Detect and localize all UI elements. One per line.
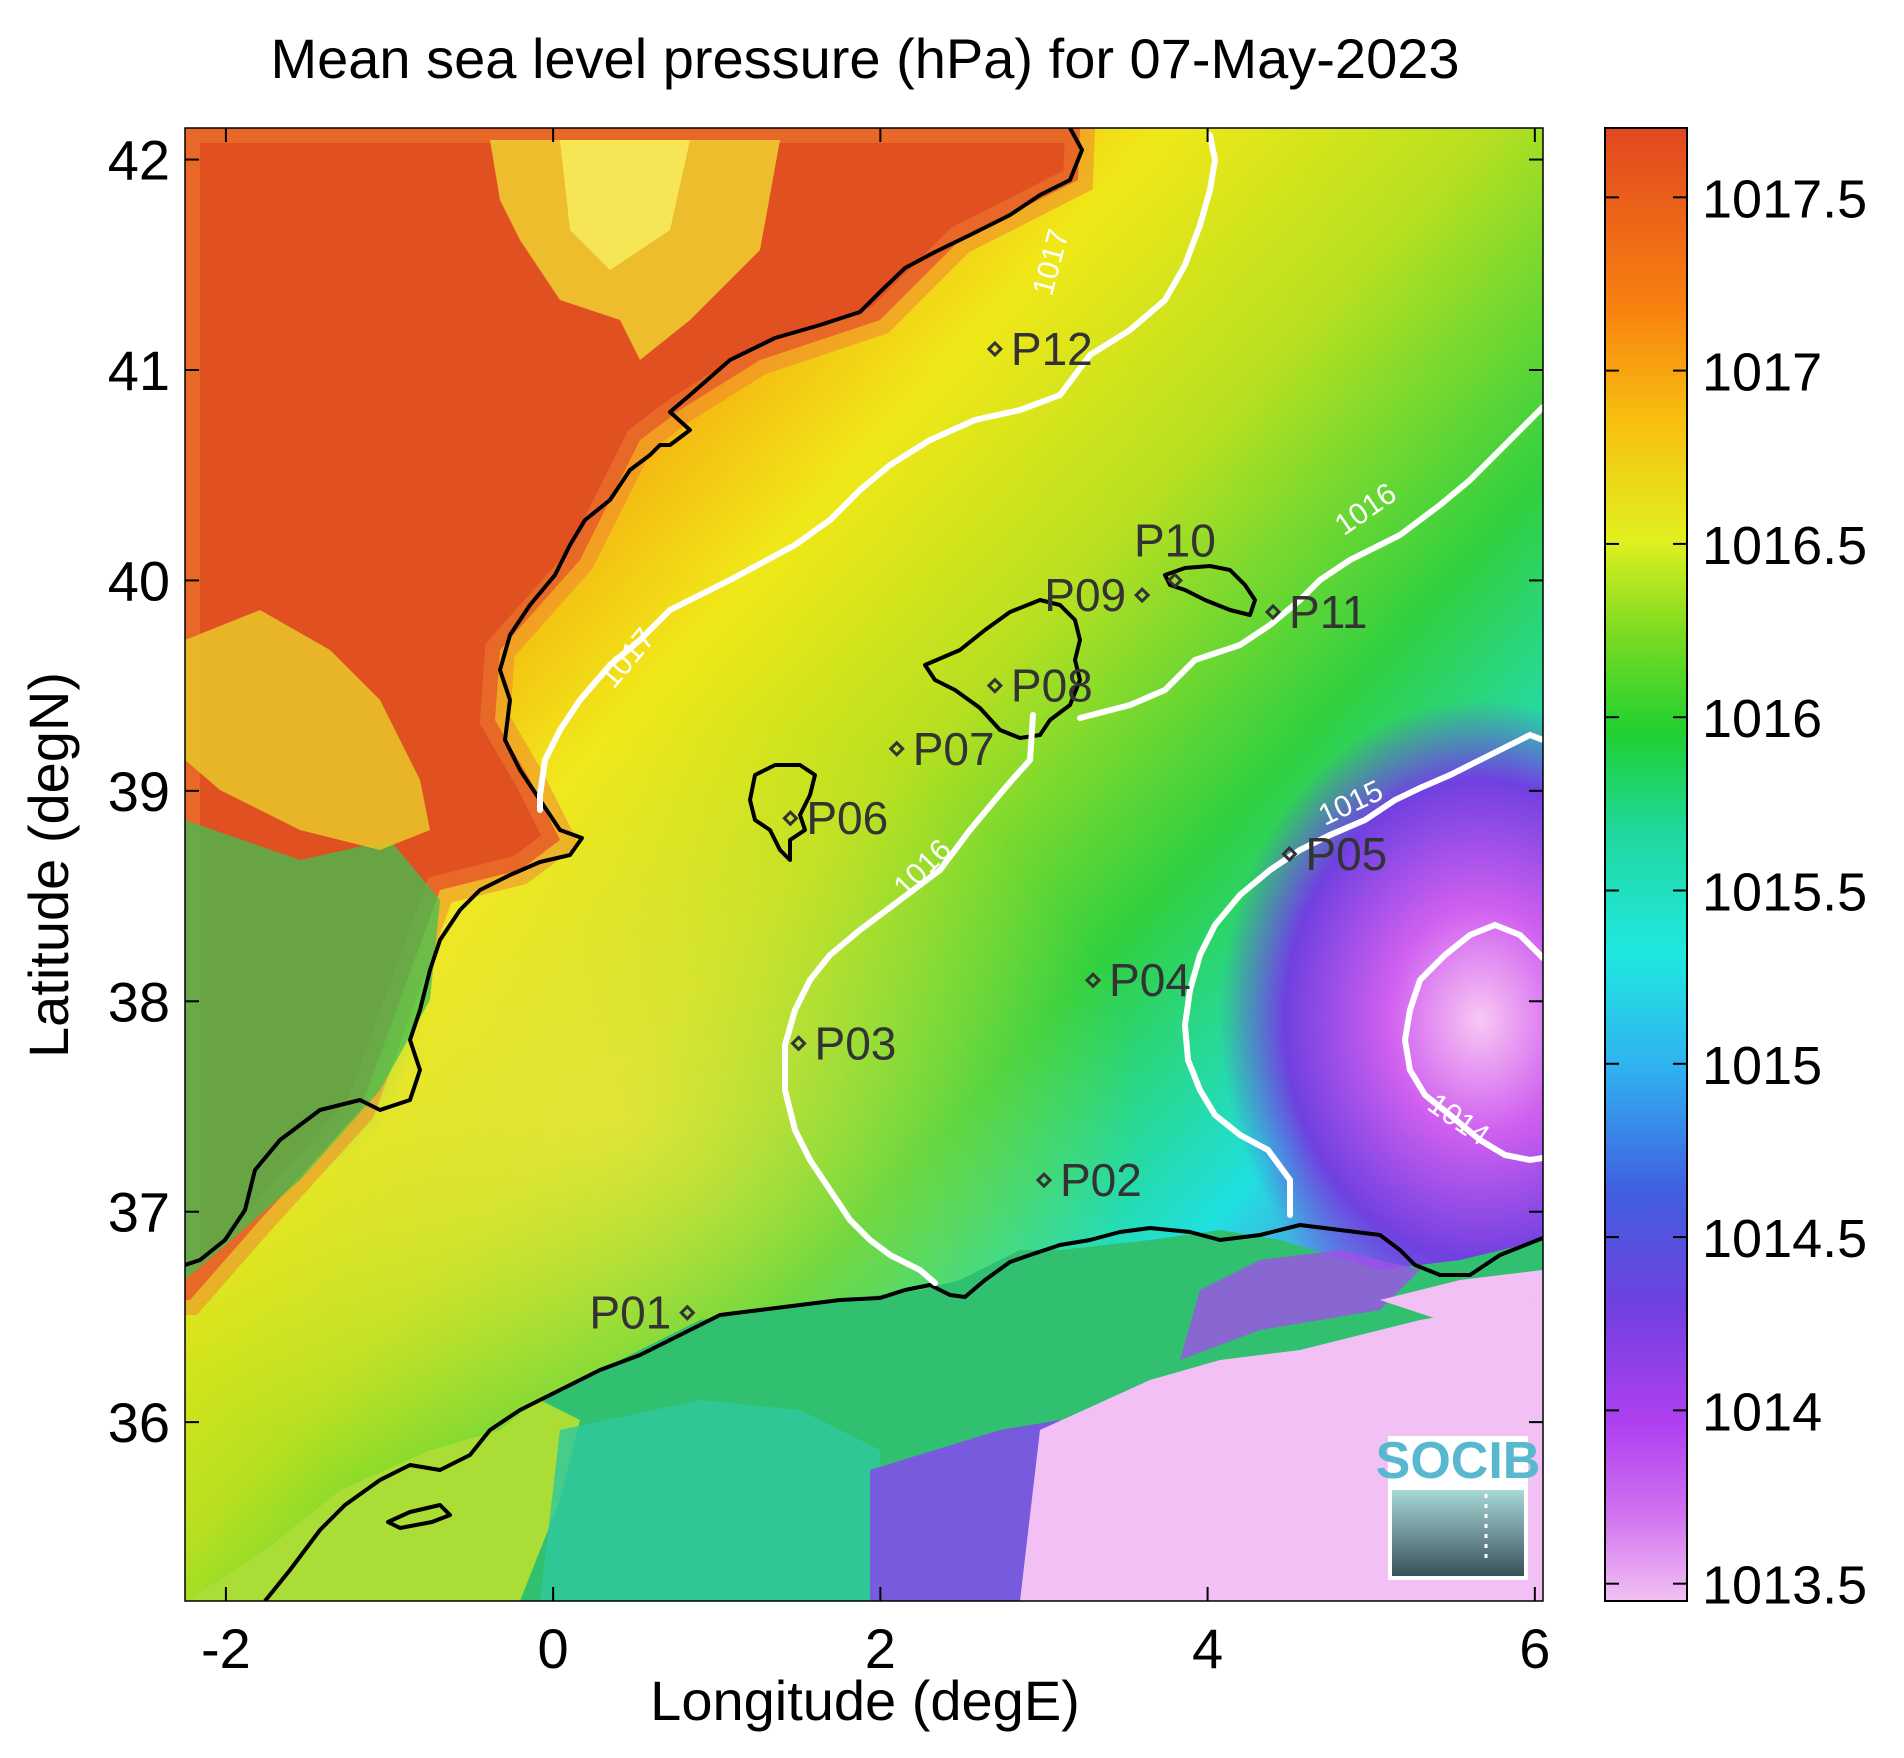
y-axis-label: Latitude (degN) (17, 672, 80, 1058)
isobar-1017 (537, 132, 1219, 813)
isobar-1014-ring (1401, 921, 1543, 1164)
station-marker (790, 1035, 807, 1052)
ibiza-coastline (748, 763, 817, 862)
station-label: P08 (1011, 660, 1093, 712)
socib-logo: SOCIB (1376, 1432, 1541, 1580)
station-marker (1166, 572, 1183, 589)
station-marker (1134, 587, 1151, 604)
colorbar-tick-label: 1017 (1702, 343, 1822, 403)
colorbar-tick-label: 1014.5 (1702, 1209, 1867, 1269)
station-label: P11 (1289, 586, 1367, 638)
menorca-coastline (1163, 564, 1257, 617)
station-label: P04 (1109, 954, 1191, 1006)
station-label: P12 (1011, 323, 1093, 375)
isobars (537, 132, 1543, 1286)
socib-logo-text: SOCIB (1376, 1432, 1541, 1490)
x-tick-label: 2 (865, 1617, 896, 1680)
y-tick-label: 38 (108, 970, 170, 1033)
station-label: P07 (913, 723, 995, 775)
x-tick-label: -2 (201, 1617, 251, 1680)
colorbar-tick-label: 1017.5 (1702, 169, 1867, 229)
colorbar-tick-label: 1016 (1702, 689, 1822, 749)
coastlines (185, 128, 1543, 1601)
iberian-coastline (185, 128, 1084, 1267)
station-marker (986, 677, 1004, 694)
x-axis: -2 0 2 4 6 (201, 128, 1550, 1680)
station-marker (888, 740, 905, 757)
station-label: P09 (1044, 569, 1126, 621)
station-marker (1264, 603, 1282, 621)
isobar-1016-south (782, 712, 1036, 1286)
map-title: Mean sea level pressure (hPa) for 07-May… (270, 27, 1459, 90)
station-marker (679, 1304, 696, 1321)
mallorca-coastline (923, 598, 1082, 740)
station-marker (1281, 845, 1298, 863)
y-tick-label: 37 (108, 1181, 170, 1244)
african-coastline (263, 1223, 1543, 1601)
colorbar-tick-label: 1015.5 (1702, 862, 1867, 922)
station-label: P10 (1134, 514, 1216, 566)
colorbar-tick-label: 1014 (1702, 1382, 1822, 1442)
pressure-field (185, 128, 1543, 1601)
y-tick-label: 42 (108, 129, 170, 192)
station-label: P05 (1305, 828, 1387, 880)
colorbar-tick-label: 1015 (1702, 1036, 1822, 1096)
station-marker (1035, 1172, 1053, 1189)
station-marker (1084, 972, 1102, 989)
alboran-island-coastline (386, 1503, 452, 1530)
y-tick-label: 40 (108, 549, 170, 612)
x-tick-label: 0 (538, 1617, 569, 1680)
y-tick-label: 36 (108, 1391, 170, 1454)
colorbar-ticks: 1013.5 1014 1014.5 1015 1015.5 1016 1016.5 1017… (1605, 169, 1867, 1616)
y-tick-label: 41 (108, 339, 170, 402)
station-marker (986, 340, 1004, 358)
isobar-1016 (1077, 404, 1543, 721)
station-label: P01 (589, 1287, 671, 1339)
colorbar-tick-label: 1016.5 (1702, 516, 1867, 576)
plot-frame (184, 127, 1544, 1602)
colorbar-tick-label: 1013.5 (1702, 1556, 1867, 1616)
isobar-1015 (1181, 731, 1543, 1218)
station-label: P02 (1060, 1154, 1142, 1206)
x-tick-label: 4 (1192, 1617, 1223, 1680)
station-label: P03 (815, 1017, 897, 1069)
y-tick-label: 39 (108, 760, 170, 823)
x-axis-label: Longitude (degE) (650, 1669, 1080, 1732)
iberia-land-field (185, 128, 1080, 1300)
x-tick-label: 6 (1519, 1617, 1550, 1680)
station-label: P06 (806, 792, 888, 844)
y-axis: 36 37 38 39 40 41 42 (108, 129, 1543, 1454)
station-marker (782, 810, 799, 827)
colorbar: 1013.5 1014 1014.5 1015 1015.5 1016 1016.5 1017… (1604, 127, 1867, 1616)
